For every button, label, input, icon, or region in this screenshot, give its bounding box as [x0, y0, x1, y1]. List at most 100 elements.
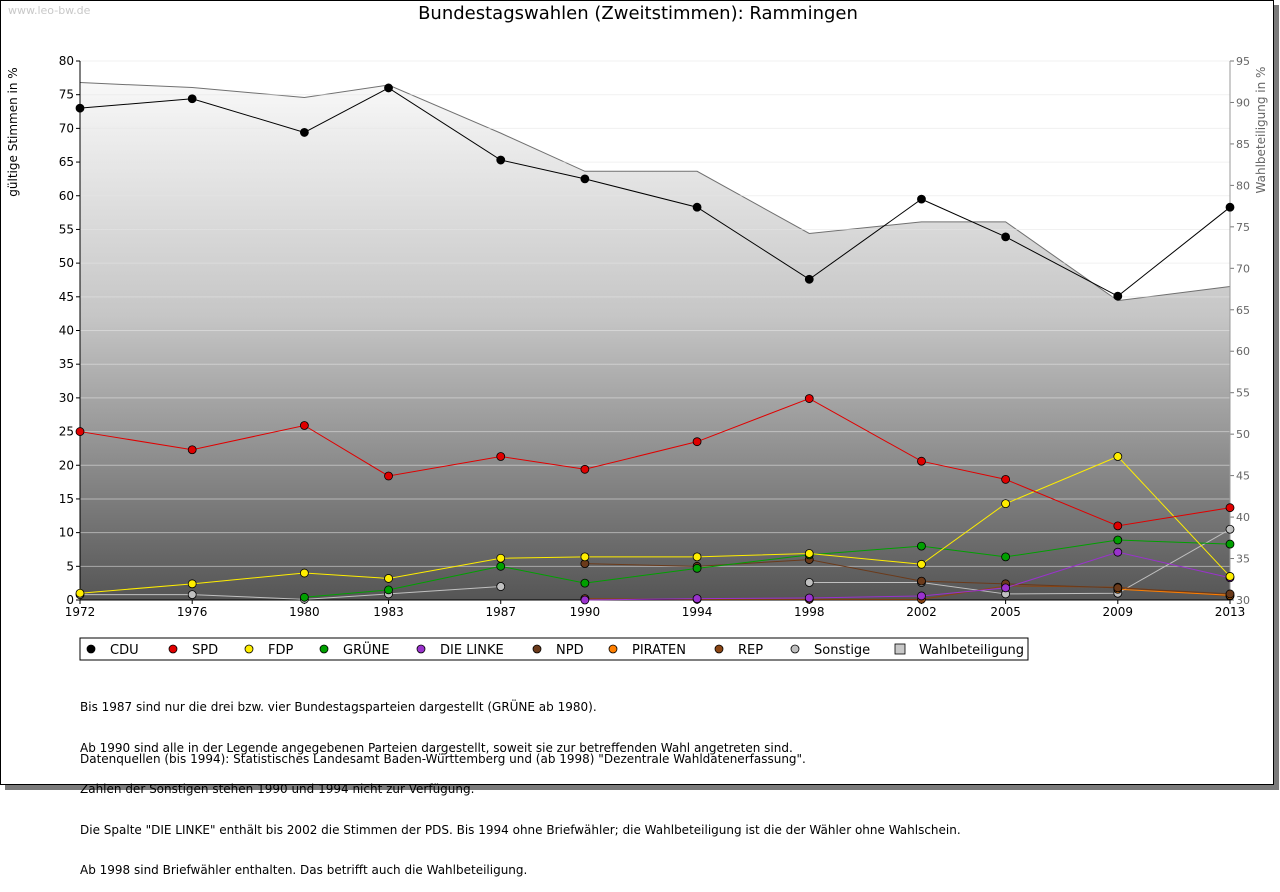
- data-point-fdp: [187, 579, 197, 589]
- data-point-gr-ne: [917, 541, 926, 551]
- data-point-fdp: [580, 552, 590, 562]
- y-tick-label: 40: [59, 324, 74, 338]
- data-point-npd: [917, 576, 926, 586]
- data-point-cdu: [1113, 291, 1123, 301]
- y2-tick-label: 80: [1236, 179, 1250, 192]
- legend-swatch-gr-ne: [319, 644, 329, 654]
- y2-tick-label: 35: [1236, 553, 1250, 566]
- y-tick-label: 45: [59, 290, 74, 304]
- x-tick-label: 2013: [1215, 605, 1246, 619]
- data-point-fdp: [496, 553, 506, 563]
- data-point-npd: [1225, 589, 1235, 599]
- chart: 0 5 10 15 20 25 30 35 40 45 50 55 60 65 70 75 80 30 35 40 45…: [6, 54, 1268, 661]
- series-line-cdu: [79, 87, 1231, 297]
- y2-tick-label: 60: [1236, 345, 1250, 358]
- series-line-gr-ne: [304, 539, 1231, 598]
- data-point-die-linke: [1001, 583, 1011, 593]
- y2-tick-label: 50: [1236, 428, 1250, 441]
- y2-tick-label: 40: [1236, 511, 1250, 524]
- y2-tick-label: 75: [1236, 221, 1250, 234]
- data-point-spd: [299, 421, 309, 430]
- y-tick-label: 30: [59, 391, 74, 405]
- x-tick-label: 2005: [990, 605, 1021, 619]
- legend-label-cdu: CDU: [110, 643, 139, 658]
- data-point-gr-ne: [299, 592, 309, 602]
- footnote-line: Zahlen der Sonstigen stehen 1990 und 199…: [80, 781, 475, 796]
- data-point-npd: [1113, 583, 1123, 593]
- legend: [79, 637, 1029, 661]
- y-tick-label: 50: [59, 256, 74, 270]
- y2-tick-label: 95: [1236, 55, 1250, 68]
- data-point-fdp: [917, 559, 926, 569]
- legend-swatch-wahlbeteiligung: [894, 643, 906, 655]
- y2-tick-label: 90: [1236, 96, 1250, 109]
- legend-label-piraten: PIRATEN: [632, 643, 686, 658]
- legend-swatch-piraten: [608, 644, 618, 654]
- footnote-line: Die Spalte "DIE LINKE" enthält bis 2002 …: [80, 822, 961, 837]
- chart-title: Bundestagswahlen (Zweitstimmen): Ramming…: [418, 3, 858, 24]
- series-gr-ne: [299, 535, 1235, 602]
- y2-tick-label: 45: [1236, 470, 1250, 483]
- series-line-fdp: [79, 455, 1231, 594]
- x-tick-label: 2002: [906, 605, 937, 619]
- legend-label-sonstige: Sonstige: [814, 643, 870, 658]
- data-point-gr-ne: [1225, 539, 1235, 549]
- footnotes: Bis 1987 sind nur die drei bzw. vier Bun…: [80, 674, 961, 892]
- data-point-cdu: [580, 174, 590, 184]
- series-cdu: [75, 83, 1235, 301]
- series-fdp: [75, 452, 1235, 598]
- y2-tick-label: 65: [1236, 304, 1250, 317]
- data-point-die-linke: [917, 591, 926, 601]
- data-point-gr-ne: [496, 561, 506, 571]
- data-point-die-linke: [692, 594, 702, 604]
- footnote-line: Ab 1998 sind Briefwähler enthalten. Das …: [80, 863, 528, 878]
- data-point-sonstige: [1225, 524, 1235, 534]
- y-tick-label: 55: [59, 222, 74, 236]
- x-tick-label: 1990: [570, 605, 601, 619]
- legend-swatch-npd: [532, 644, 542, 654]
- x-tick-label: 1983: [373, 605, 404, 619]
- legend-label-die-linke: DIE LINKE: [440, 643, 504, 658]
- x-tick-label: 1980: [289, 605, 320, 619]
- data-point-fdp: [1001, 499, 1011, 509]
- data-point-die-linke: [580, 595, 590, 605]
- legend-swatch-sonstige: [790, 644, 800, 654]
- data-point-cdu: [496, 155, 506, 165]
- legend-label-gr-ne: GRÜNE: [343, 641, 390, 658]
- series-spd: [75, 394, 1235, 531]
- data-point-sonstige: [496, 582, 506, 591]
- data-point-cdu: [804, 274, 814, 284]
- data-point-cdu: [384, 83, 393, 93]
- y-tick-label: 20: [59, 458, 74, 472]
- data-point-cdu: [75, 103, 85, 113]
- data-point-sonstige: [804, 578, 814, 587]
- x-tick-label: 1987: [485, 605, 516, 619]
- data-point-fdp: [299, 568, 309, 578]
- legend-label-spd: SPD: [192, 643, 218, 658]
- legend-swatch-fdp: [244, 644, 254, 654]
- data-point-spd: [75, 427, 85, 436]
- legend-swatch-die-linke: [416, 644, 426, 654]
- turnout-area: [80, 82, 1230, 600]
- y-tick-label: 10: [59, 526, 74, 540]
- legend-swatch-spd: [168, 644, 178, 654]
- y-tick-label: 25: [59, 425, 74, 439]
- data-point-sonstige: [187, 590, 197, 600]
- x-tick-label: 2009: [1103, 605, 1134, 619]
- data-point-fdp: [1225, 572, 1235, 581]
- legend-label-npd: NPD: [556, 643, 584, 658]
- watermark: www.leo-bw.de: [8, 4, 91, 17]
- data-point-gr-ne: [384, 585, 393, 595]
- data-point-gr-ne: [580, 578, 590, 588]
- data-point-fdp: [75, 588, 85, 598]
- series-line-piraten: [1117, 588, 1231, 596]
- data-point-gr-ne: [692, 563, 702, 573]
- data-point-die-linke: [1113, 547, 1123, 557]
- y-tick-label: 15: [59, 492, 74, 506]
- data-point-spd: [1225, 503, 1235, 513]
- legend-label-rep: REP: [738, 643, 763, 658]
- data-point-gr-ne: [1113, 535, 1123, 545]
- y2-axis-label: Wahlbeteiligung in %: [1254, 67, 1268, 194]
- data-point-spd: [580, 464, 590, 474]
- data-point-spd: [187, 445, 197, 455]
